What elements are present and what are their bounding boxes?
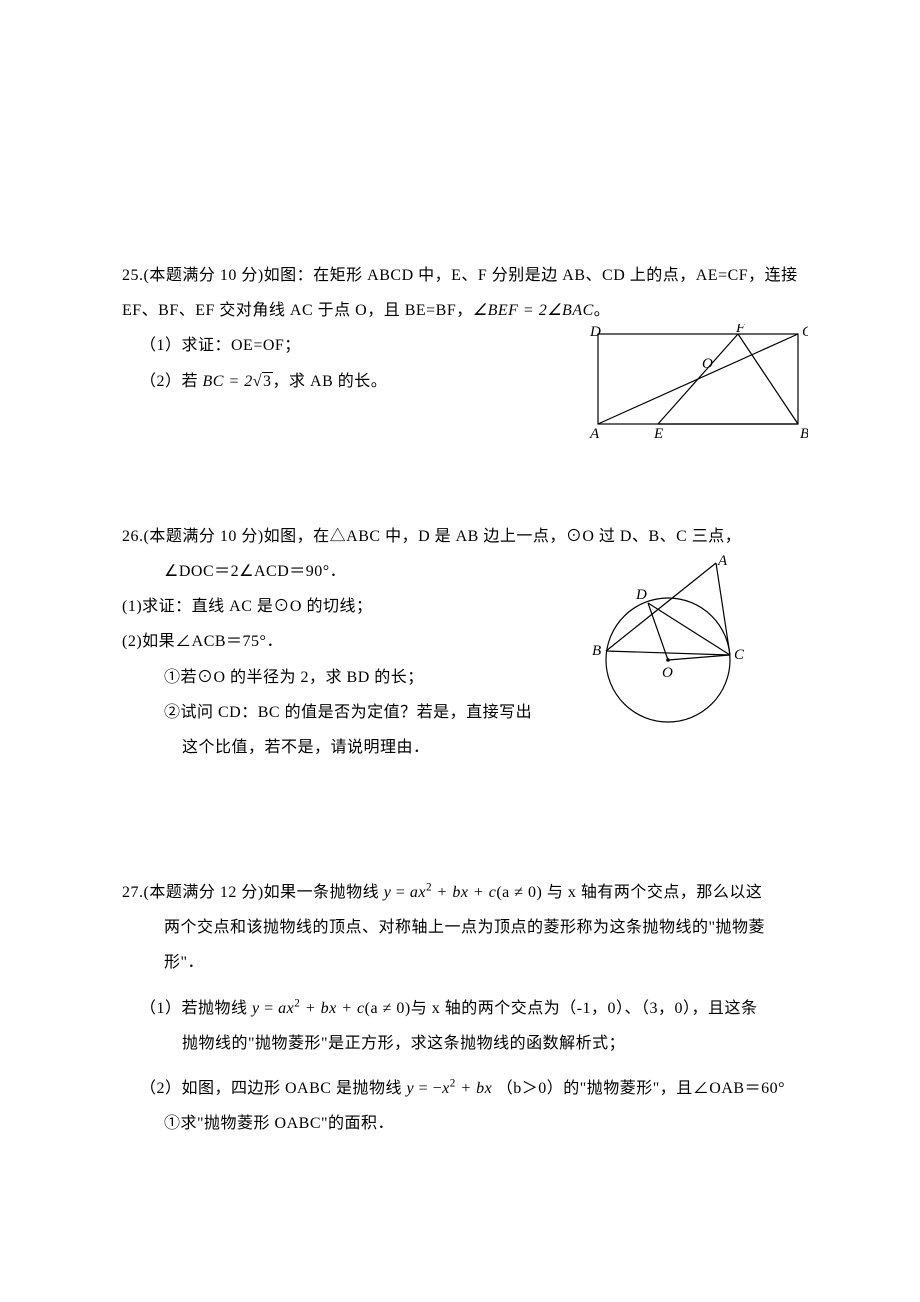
p27-stem1b: 与 x 轴有两个交点，那么以这 (542, 884, 762, 901)
p26-line1: 26.(本题满分 10 分)如图，在△ABC 中，D 是 AB 边上一点，⊙O … (122, 519, 798, 554)
p27-q1eq-paren: (a ≠ 0) (365, 1000, 411, 1017)
p27-q2paren: （b＞0）的"抛物菱形"，且∠OAB＝60° (497, 1080, 785, 1097)
problem-25: 25.(本题满分 10 分)如图：在矩形 ABCD 中，E、F 分别是边 AB、… (122, 258, 798, 399)
p26-figure: A B C D O (568, 555, 768, 748)
p25-stem2a: EF、BF、EF 交对角线 AC 于点 O，且 BE=BF， (122, 302, 473, 319)
p25-points: (本题满分 10 分) (144, 267, 264, 284)
p27-q1eq-y: y (252, 1000, 260, 1017)
p27-q2eq-y: y (406, 1080, 414, 1097)
spacer-2 (122, 825, 798, 875)
p25-q2b: ，求 AB 的长。 (273, 373, 388, 390)
p27-q2eq-eq: = − (414, 1080, 442, 1097)
p27-q2-line1: （2）如图，四边形 OABC 是抛物线 y = −x2 + bx （b＞0）的"… (122, 1071, 798, 1106)
p27-q2-line2: ①求"抛物菱形 OABC"的面积． (122, 1106, 798, 1141)
p27-eq1eq: = (391, 884, 410, 901)
p25-q2a: （2）若 (140, 373, 198, 390)
p27-q2eq-bx: + bx (456, 1080, 492, 1097)
p27-q1eq-eq: = (260, 1000, 279, 1017)
p27-stem2: 两个交点和该抛物线的顶点、对称轴上一点为顶点的菱形称为这条抛物线的"抛物菱 (122, 910, 798, 945)
p27-q2a: （2）如图，四边形 OABC 是抛物线 (140, 1080, 406, 1097)
p27-number: 27. (122, 884, 144, 901)
p25-line1: 25.(本题满分 10 分)如图：在矩形 ABCD 中，E、F 分别是边 AB、… (122, 258, 798, 293)
p26-number: 26. (122, 528, 144, 545)
p27-line1: 27.(本题满分 12 分)如果一条抛物线 y = ax2 + bx + c(a… (122, 875, 798, 910)
p27-q1eq-b: + bx + c (300, 1000, 364, 1017)
label-D: D (589, 324, 601, 340)
p27-stem1a: 如果一条抛物线 (264, 884, 384, 901)
p26-points: (本题满分 10 分) (144, 528, 264, 545)
label-O2: O (662, 665, 673, 681)
p25-stem2b: 。 (594, 302, 611, 319)
label-A2: A (717, 555, 728, 569)
p27-q1eq-a: ax (278, 1000, 294, 1017)
spacer-1 (122, 459, 798, 519)
p27-stem3: 形"． (122, 945, 798, 980)
p25-stem1: 如图：在矩形 ABCD 中，E、F 分别是边 AB、CD 上的点，AE=CF，连… (264, 267, 798, 284)
p25-figure: D F C A E B O (578, 324, 808, 457)
p25-sqrt: 3 (253, 364, 273, 399)
circle-triangle-diagram-icon: A B C D O (568, 555, 768, 735)
label-O: O (702, 356, 713, 372)
p25-angle: ∠BEF = 2∠BAC (473, 302, 594, 319)
p27-q1a: （1）若抛物线 (140, 1000, 252, 1017)
p26-stem1: 如图，在△ABC 中，D 是 AB 边上一点，⊙O 过 D、B、C 三点， (264, 528, 742, 545)
label-C: C (802, 324, 808, 340)
problem-26: 26.(本题满分 10 分)如图，在△ABC 中，D 是 AB 边上一点，⊙O … (122, 519, 798, 765)
label-F: F (735, 324, 746, 336)
label-C2: C (734, 647, 745, 663)
p25-number: 25. (122, 267, 144, 284)
page-content: 25.(本题满分 10 分)如图：在矩形 ABCD 中，E、F 分别是边 AB、… (0, 0, 920, 1261)
rectangle-diagram-icon: D F C A E B O (578, 324, 808, 444)
p27-points: (本题满分 12 分) (144, 884, 264, 901)
label-B: B (800, 426, 808, 442)
p27-q1b: 与 x 轴的两个交点为（-1，0）、（3，0），且这条 (411, 1000, 758, 1017)
p27-eq1paren: (a ≠ 0) (496, 884, 542, 901)
p25-rad: 3 (262, 372, 273, 390)
problem-27: 27.(本题满分 12 分)如果一条抛物线 y = ax2 + bx + c(a… (122, 875, 798, 1141)
p27-eq1b: + bx + c (432, 884, 496, 901)
label-B2: B (592, 643, 601, 659)
p27-q2eq-x: x (442, 1080, 450, 1097)
label-D2: D (635, 587, 647, 603)
p25-q2bc: BC = 2 (198, 373, 253, 390)
label-A: A (589, 426, 600, 442)
p27-q1-line1: （1）若抛物线 y = ax2 + bx + c(a ≠ 0)与 x 轴的两个交… (122, 991, 798, 1026)
label-E: E (653, 426, 663, 442)
p27-q1-line2: 抛物线的"抛物菱形"是正方形，求这条抛物线的函数解析式； (122, 1026, 798, 1061)
p27-eq1a: ax (410, 884, 426, 901)
